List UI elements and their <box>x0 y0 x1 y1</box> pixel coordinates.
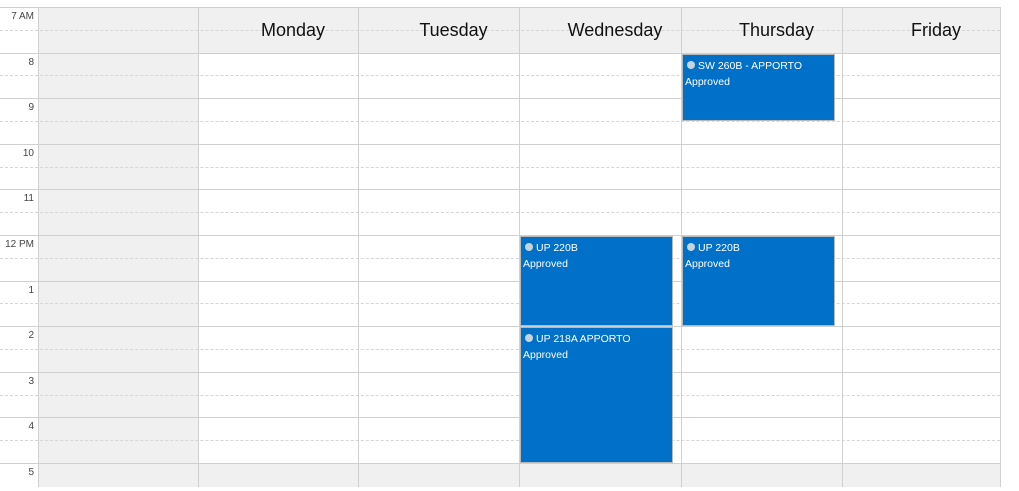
day-header-friday[interactable]: Friday <box>910 20 961 40</box>
calendar-event[interactable]: SW 260B - APPORTO Approved <box>682 54 835 121</box>
day-header-tuesday[interactable]: Tuesday <box>419 20 488 40</box>
recurring-icon <box>687 61 695 69</box>
event-title: UP 220B <box>536 242 578 254</box>
column-line <box>842 7 843 487</box>
time-label: 12 PM <box>5 239 34 250</box>
half-hour-line <box>0 303 1000 304</box>
column-line <box>198 7 199 487</box>
time-label: 7 AM <box>11 11 34 22</box>
day-header-thursday[interactable]: Thursday <box>738 20 815 40</box>
column-line <box>358 7 359 487</box>
recurring-icon <box>687 243 695 251</box>
hour-line <box>0 189 1000 190</box>
recurring-icon <box>525 243 533 251</box>
event-title: SW 260B - APPORTO <box>698 60 803 72</box>
time-label: 5 <box>28 467 34 478</box>
event-status: Approved <box>685 258 730 270</box>
time-label: 10 <box>22 148 34 159</box>
half-hour-line <box>0 75 1000 76</box>
half-hour-line <box>0 212 1000 213</box>
column-line <box>1000 7 1001 487</box>
time-label: 4 <box>28 421 34 432</box>
half-hour-line <box>0 121 1000 122</box>
event-status: Approved <box>685 76 730 88</box>
time-label: 2 <box>28 330 34 341</box>
hour-line <box>0 144 1000 145</box>
time-label: 8 <box>28 57 34 68</box>
event-status: Approved <box>523 349 568 361</box>
calendar-event[interactable]: UP 220B Approved <box>682 236 835 326</box>
half-hour-line <box>0 395 1000 396</box>
time-label: 1 <box>28 285 34 296</box>
calendar-event[interactable]: UP 218A APPORTO Approved <box>520 327 673 463</box>
time-label: 11 <box>23 193 34 204</box>
event-status: Approved <box>523 258 568 270</box>
recurring-icon <box>525 334 533 342</box>
column-line <box>519 7 520 487</box>
half-hour-line <box>0 167 1000 168</box>
hour-line <box>0 53 1000 54</box>
half-hour-line <box>0 30 1000 31</box>
hour-line <box>0 326 1000 327</box>
hour-line <box>0 372 1000 373</box>
half-hour-line <box>0 258 1000 259</box>
half-hour-line <box>0 349 1000 350</box>
calendar-event[interactable]: UP 220B Approved <box>520 236 673 326</box>
time-label: 3 <box>28 376 34 387</box>
day-header-wednesday[interactable]: Wednesday <box>567 20 663 40</box>
half-hour-line <box>0 440 1000 441</box>
column-line <box>38 7 39 487</box>
day-header-monday[interactable]: Monday <box>260 20 326 40</box>
time-label: 9 <box>28 102 34 113</box>
event-title: UP 218A APPORTO <box>536 333 631 345</box>
hour-line <box>0 98 1000 99</box>
hour-line <box>0 417 1000 418</box>
hour-line <box>0 7 1000 8</box>
nonworking-column <box>38 7 198 487</box>
event-title: UP 220B <box>698 242 740 254</box>
hour-line <box>0 281 1000 282</box>
hour-line <box>0 463 1000 464</box>
hour-line <box>0 235 1000 236</box>
column-line <box>681 7 682 487</box>
